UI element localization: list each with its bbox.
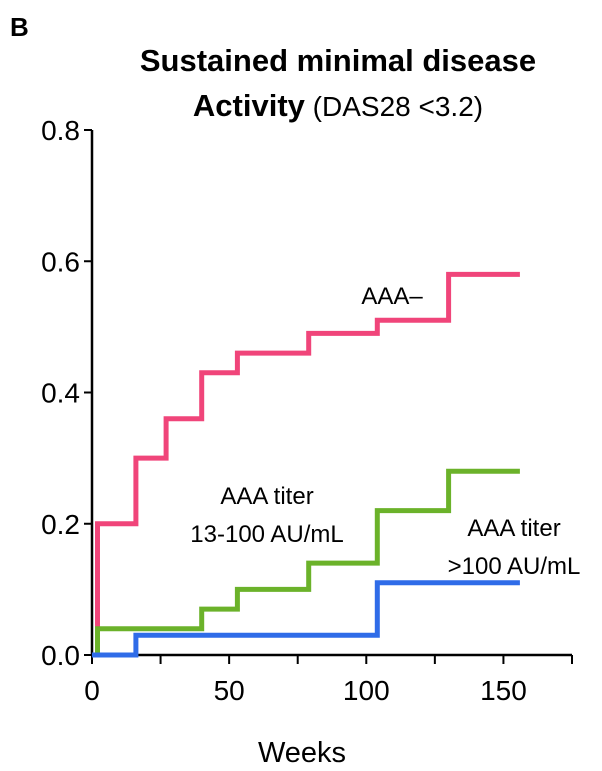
series-line-3	[92, 580, 520, 658]
y-tick-label: 0.8	[41, 115, 80, 146]
annotation-mid-titer-line2: 13-100 AU/mL	[190, 521, 343, 548]
annotation-mid-titer-line1: AAA titer	[220, 483, 313, 510]
x-tick-label: 0	[84, 675, 100, 706]
panel-letter: B	[10, 12, 29, 42]
series-line-2	[95, 468, 520, 655]
annotation-high-titer-line1: AAA titer	[467, 515, 560, 542]
chart-title-line2-bold: Activity	[193, 88, 306, 123]
x-tick-label: 100	[343, 675, 390, 706]
chart-title-line1: Sustained minimal disease	[140, 43, 536, 78]
y-tick-label: 0.6	[41, 246, 80, 277]
chart-title-line2: Activity (DAS28 <3.2)	[193, 88, 483, 123]
y-tick-label: 0.4	[41, 378, 80, 409]
annotation-aaa-negative: AAA–	[361, 283, 423, 310]
annotation-high-titer-line2: >100 AU/mL	[448, 553, 581, 580]
chart-title-line2-rest: (DAS28 <3.2)	[305, 91, 483, 122]
y-tick-label: 0.2	[41, 509, 80, 540]
x-tick-label: 50	[214, 675, 245, 706]
x-axis-label: Weeks	[258, 737, 346, 769]
series-line-1	[92, 271, 520, 658]
axes: 0.0 0.2 0.4 0.6 0.8 0 50 100 150	[41, 115, 573, 706]
series-layer	[92, 271, 520, 658]
x-tick-label: 150	[480, 675, 527, 706]
y-tick-label: 0.0	[41, 640, 80, 671]
